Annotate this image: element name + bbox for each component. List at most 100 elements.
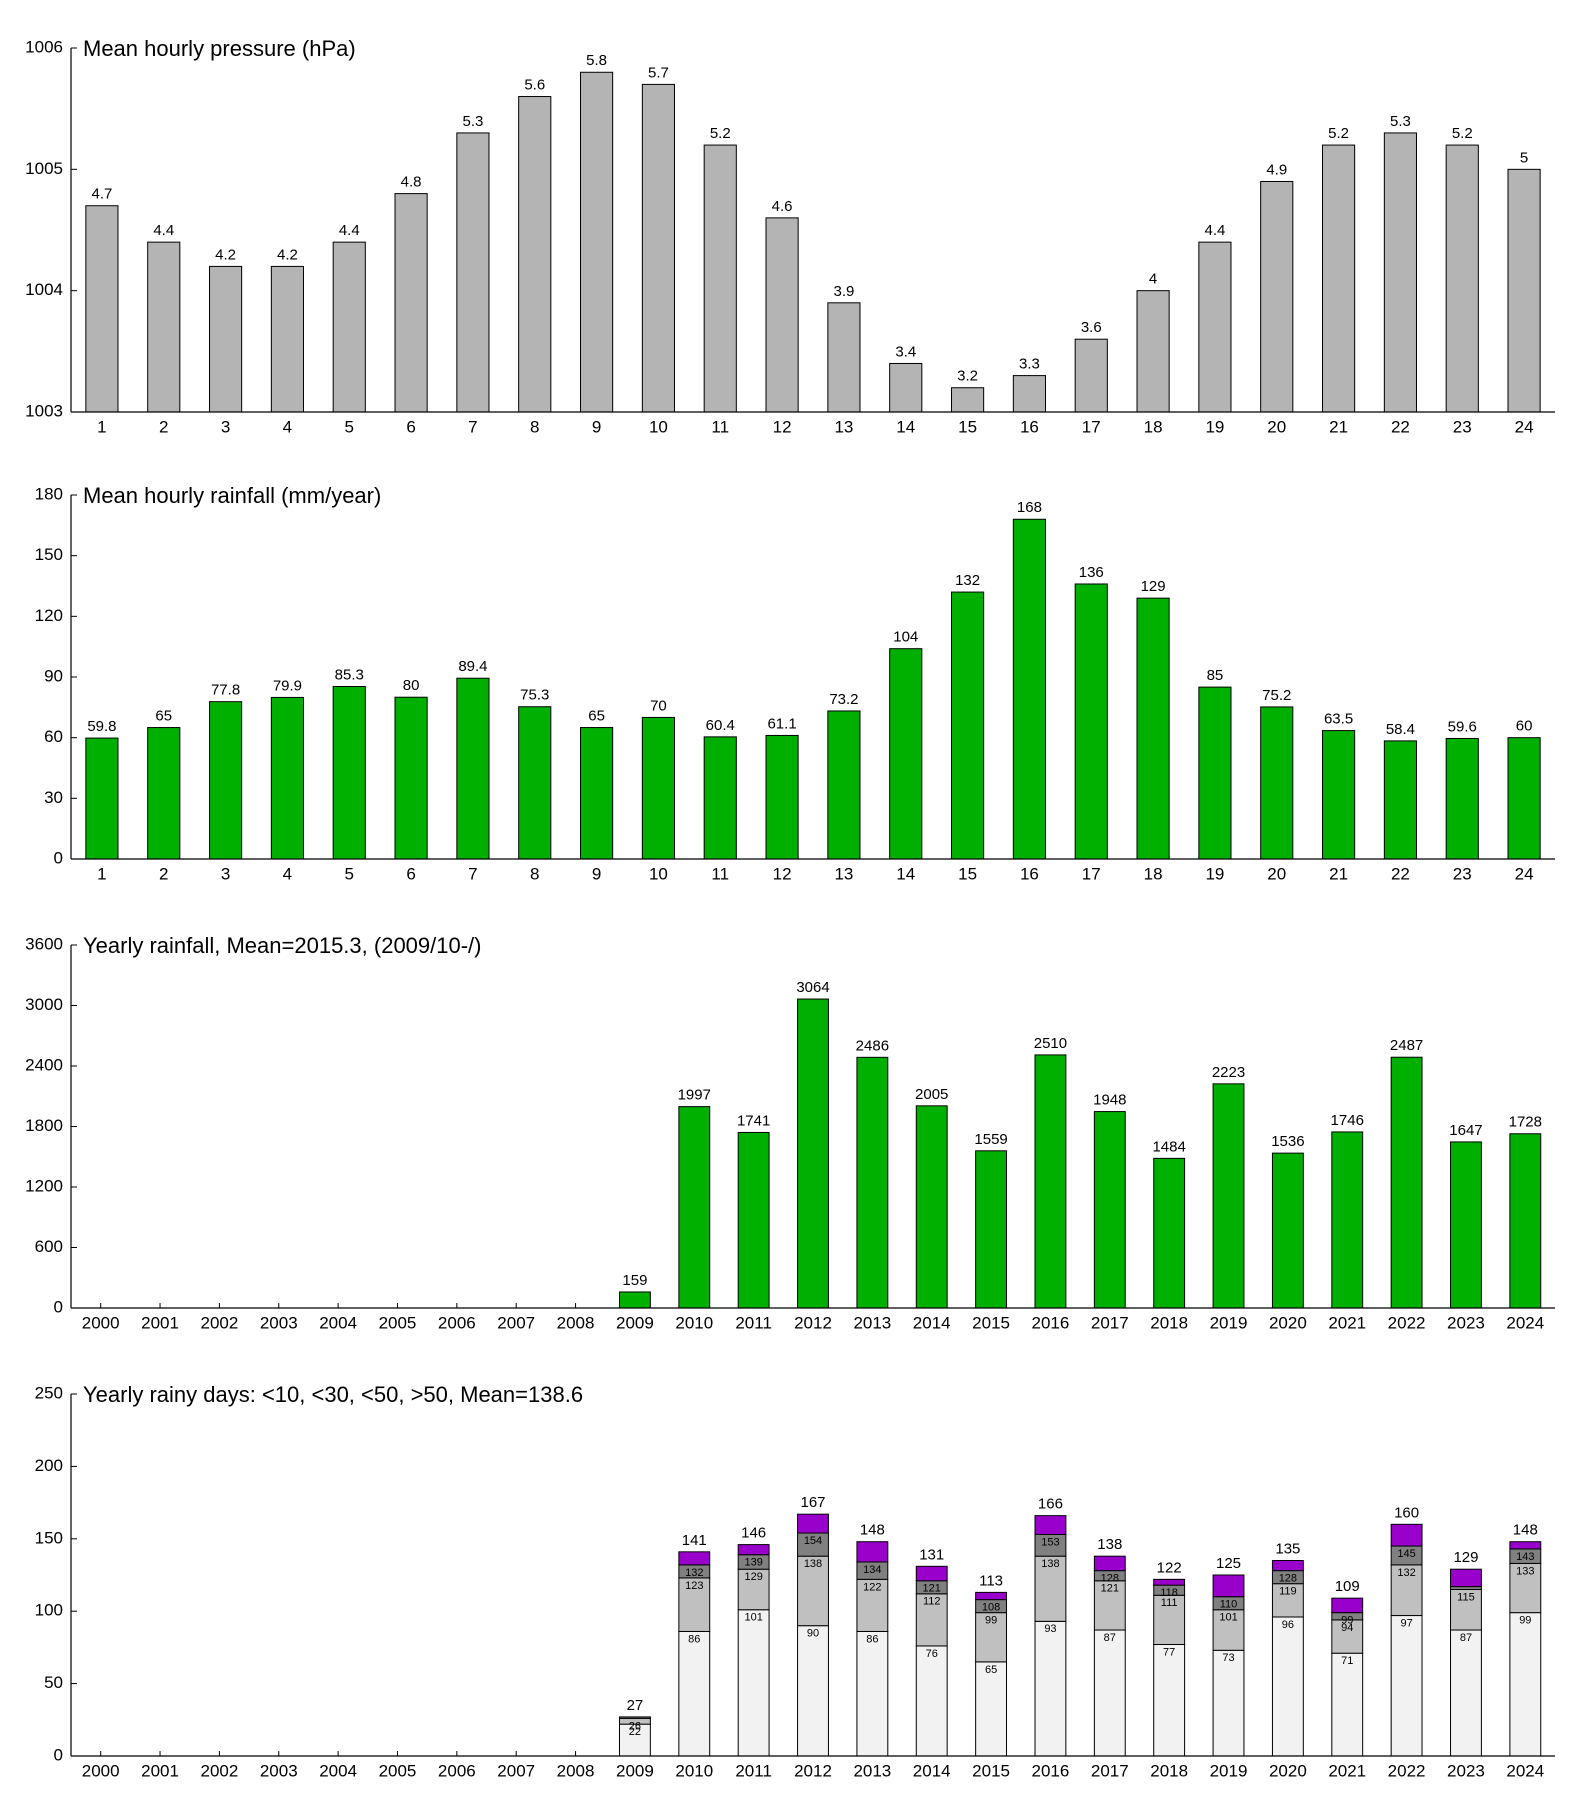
value-label: 59.8 bbox=[87, 718, 116, 735]
x-tick-label: 21 bbox=[1329, 417, 1348, 436]
x-tick-label: 15 bbox=[958, 417, 977, 436]
value-label: 85.3 bbox=[335, 666, 364, 683]
value-label: 3064 bbox=[796, 979, 829, 996]
bar bbox=[1383, 740, 1417, 860]
chart-title: Yearly rainy days: <10, <30, <50, >50, M… bbox=[83, 1382, 583, 1407]
bar bbox=[1260, 706, 1294, 860]
total-label: 113 bbox=[979, 1572, 1003, 1589]
bar bbox=[1198, 241, 1232, 413]
bar bbox=[1074, 338, 1108, 413]
bar bbox=[641, 83, 675, 413]
x-tick-label: 18 bbox=[1144, 864, 1163, 883]
bar bbox=[1012, 518, 1046, 860]
x-tick-label: 7 bbox=[468, 417, 477, 436]
value-label: 1484 bbox=[1152, 1138, 1185, 1155]
value-label: 61.1 bbox=[767, 715, 796, 732]
y-tick-label: 1004 bbox=[25, 280, 63, 299]
value-label: 70 bbox=[650, 697, 667, 714]
x-tick-label: 2 bbox=[159, 864, 168, 883]
x-tick-label: 3 bbox=[221, 864, 230, 883]
segment-label: 154 bbox=[804, 1535, 822, 1547]
bar bbox=[1450, 1141, 1482, 1309]
value-label: 2510 bbox=[1034, 1035, 1067, 1052]
x-tick-label: 2 bbox=[159, 417, 168, 436]
x-tick-label: 2011 bbox=[735, 1313, 772, 1332]
x-tick-label: 2001 bbox=[141, 1313, 179, 1332]
total-label: 122 bbox=[1157, 1559, 1182, 1576]
value-label: 159 bbox=[622, 1272, 647, 1289]
total-label: 27 bbox=[627, 1697, 644, 1714]
bar bbox=[703, 736, 737, 860]
bar bbox=[889, 362, 923, 413]
bar bbox=[1445, 144, 1479, 413]
bar-segment bbox=[1450, 1568, 1482, 1588]
bar-segment bbox=[1212, 1649, 1245, 1757]
segment-label: 87 bbox=[1104, 1632, 1116, 1644]
x-tick-label: 2020 bbox=[1269, 1313, 1307, 1332]
bar-segment bbox=[1390, 1615, 1423, 1757]
value-label: 85 bbox=[1207, 667, 1224, 684]
x-tick-label: 22 bbox=[1391, 864, 1410, 883]
segment-label: 22 bbox=[629, 1726, 641, 1738]
segment-label: 128 bbox=[1279, 1573, 1297, 1585]
value-label: 4 bbox=[1149, 271, 1157, 288]
x-tick-label: 2007 bbox=[497, 1313, 535, 1332]
bar bbox=[737, 1131, 770, 1309]
x-tick-label: 2022 bbox=[1388, 1761, 1426, 1780]
bar-segment bbox=[618, 1716, 651, 1719]
bar bbox=[1136, 597, 1170, 860]
value-label: 60 bbox=[1516, 718, 1533, 735]
x-tick-label: 23 bbox=[1453, 417, 1472, 436]
bar bbox=[1509, 1133, 1542, 1309]
bar-segment bbox=[1509, 1562, 1542, 1614]
segment-label: 101 bbox=[744, 1612, 762, 1624]
bar bbox=[85, 205, 119, 413]
x-tick-label: 2024 bbox=[1506, 1313, 1544, 1332]
value-label: 59.6 bbox=[1448, 718, 1477, 735]
total-label: 166 bbox=[1038, 1496, 1063, 1513]
segment-label: 90 bbox=[807, 1628, 819, 1640]
bar-segment bbox=[975, 1612, 1008, 1663]
value-label: 4.2 bbox=[215, 246, 236, 263]
bar-segment bbox=[915, 1645, 948, 1757]
x-tick-label: 7 bbox=[468, 864, 477, 883]
x-tick-label: 19 bbox=[1205, 864, 1224, 883]
segment-label: 132 bbox=[1397, 1567, 1415, 1579]
x-tick-label: 2004 bbox=[319, 1313, 357, 1332]
bar bbox=[1136, 290, 1170, 413]
bar bbox=[975, 1150, 1008, 1309]
value-label: 5.7 bbox=[648, 64, 669, 81]
x-tick-label: 24 bbox=[1515, 417, 1534, 436]
value-label: 75.3 bbox=[520, 687, 549, 704]
bar bbox=[678, 1106, 711, 1309]
x-tick-label: 8 bbox=[530, 864, 539, 883]
segment-label: 132 bbox=[685, 1567, 703, 1579]
value-label: 3.2 bbox=[957, 368, 978, 385]
x-tick-label: 5 bbox=[345, 417, 354, 436]
value-label: 77.8 bbox=[211, 682, 240, 699]
bar bbox=[856, 1056, 889, 1309]
value-label: 104 bbox=[893, 629, 918, 646]
value-label: 5 bbox=[1520, 149, 1528, 166]
x-tick-label: 2023 bbox=[1447, 1761, 1485, 1780]
value-label: 80 bbox=[403, 677, 420, 694]
bar bbox=[1322, 144, 1356, 413]
bar bbox=[641, 716, 675, 860]
bar bbox=[1198, 686, 1232, 860]
x-tick-label: 2015 bbox=[972, 1313, 1010, 1332]
y-tick-label: 200 bbox=[35, 1456, 63, 1475]
segment-label: 99 bbox=[1341, 1615, 1353, 1627]
x-tick-label: 2010 bbox=[675, 1313, 713, 1332]
x-tick-label: 5 bbox=[345, 864, 354, 883]
x-tick-label: 2005 bbox=[379, 1761, 417, 1780]
bar-segment bbox=[678, 1551, 711, 1566]
y-tick-label: 60 bbox=[44, 727, 63, 746]
y-tick-label: 0 bbox=[54, 1297, 63, 1316]
y-tick-label: 120 bbox=[35, 606, 63, 625]
value-label: 5.2 bbox=[710, 125, 731, 142]
x-tick-label: 8 bbox=[530, 417, 539, 436]
chart-title: Mean hourly pressure (hPa) bbox=[83, 36, 356, 61]
bar bbox=[580, 727, 614, 860]
bar-segment bbox=[1153, 1578, 1186, 1586]
bar-segment bbox=[1509, 1541, 1542, 1550]
